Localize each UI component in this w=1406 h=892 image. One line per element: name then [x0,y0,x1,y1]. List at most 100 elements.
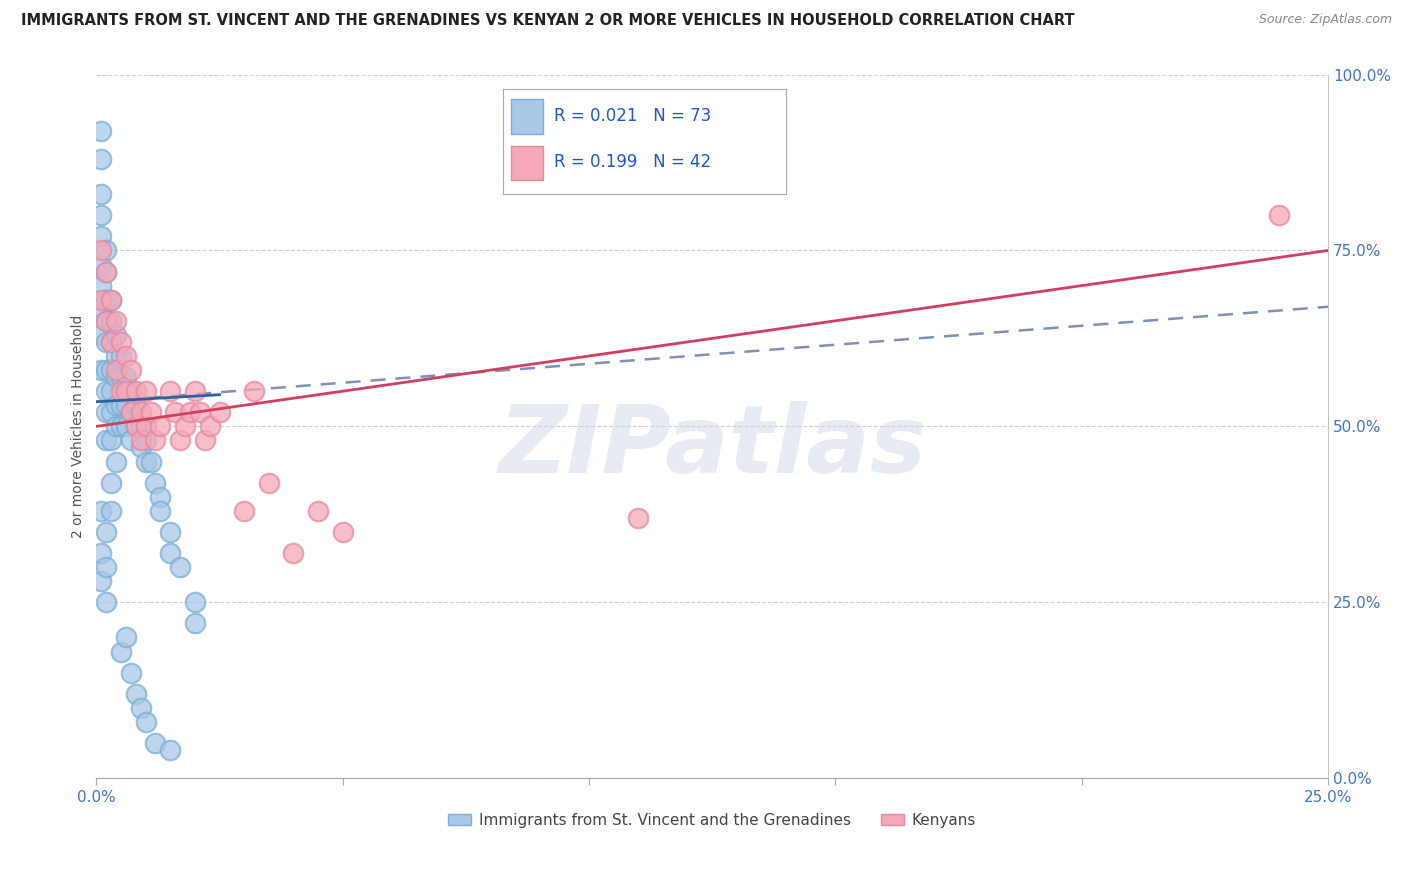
Point [90,574,112,589]
Point [149,490,172,504]
Point [110,419,132,434]
Point [198,419,221,434]
Point [100,293,122,307]
Point [149,419,172,434]
Point [125,419,148,434]
Point [120,363,142,377]
Point [159,743,181,757]
Point [105,349,128,363]
Point [676,173,699,187]
Point [125,419,148,434]
Point [145,434,167,448]
Point [145,475,167,490]
Point [129,434,152,448]
Point [96,314,118,328]
Point [139,405,162,419]
Point [257,475,280,490]
Point [96,524,118,539]
Point [129,441,152,455]
Point [332,524,354,539]
Point [90,258,112,272]
Point [96,405,118,419]
Legend: Immigrants from St. Vincent and the Grenadines, Kenyans: Immigrants from St. Vincent and the Gren… [441,806,983,834]
Point [283,546,305,560]
Point [139,454,162,468]
Point [100,363,122,377]
Point [125,384,148,399]
Point [100,475,122,490]
Point [90,293,112,307]
Point [96,434,118,448]
Point [125,398,148,412]
Point [120,384,142,399]
Point [110,349,132,363]
Point [169,434,191,448]
Point [125,687,148,701]
Point [90,278,112,293]
Y-axis label: 2 or more Vehicles in Household: 2 or more Vehicles in Household [72,315,86,538]
Point [159,546,181,560]
Point [1268,208,1291,222]
Text: Source: ZipAtlas.com: Source: ZipAtlas.com [1258,13,1392,27]
Point [115,419,138,434]
Point [96,560,118,574]
Point [105,370,128,384]
Point [135,714,157,729]
Point [159,524,181,539]
Point [100,334,122,349]
Point [100,293,122,307]
Point [90,187,112,202]
Point [169,560,191,574]
Point [135,419,157,434]
Point [110,644,132,658]
Point [208,405,231,419]
Point [129,405,152,419]
Point [90,124,112,138]
Point [100,434,122,448]
Point [90,363,112,377]
Point [120,405,142,419]
Point [96,244,118,258]
Point [184,384,207,399]
Point [96,595,118,609]
Point [135,384,157,399]
Point [110,398,132,412]
Point [100,334,122,349]
Point [307,504,329,518]
Point [96,384,118,399]
Point [243,384,266,399]
Point [110,384,132,399]
Point [120,405,142,419]
Point [90,300,112,314]
Point [115,384,138,399]
Point [110,334,132,349]
Point [135,434,157,448]
Point [184,616,207,631]
Point [174,419,197,434]
Point [100,314,122,328]
Point [96,293,118,307]
Point [100,405,122,419]
Point [159,384,181,399]
Point [194,434,217,448]
Point [165,405,187,419]
Point [110,370,132,384]
Point [184,595,207,609]
Text: IMMIGRANTS FROM ST. VINCENT AND THE GRENADINES VS KENYAN 2 OR MORE VEHICLES IN H: IMMIGRANTS FROM ST. VINCENT AND THE GREN… [21,13,1074,29]
Point [90,244,112,258]
Point [188,405,211,419]
Point [105,314,128,328]
Point [120,434,142,448]
Point [149,504,172,518]
Point [129,419,152,434]
Point [105,398,128,412]
Point [105,454,128,468]
Point [90,229,112,244]
Point [96,334,118,349]
Point [105,419,128,434]
Point [96,264,118,278]
Point [90,152,112,166]
Point [90,546,112,560]
Point [115,631,138,645]
Point [100,384,122,399]
